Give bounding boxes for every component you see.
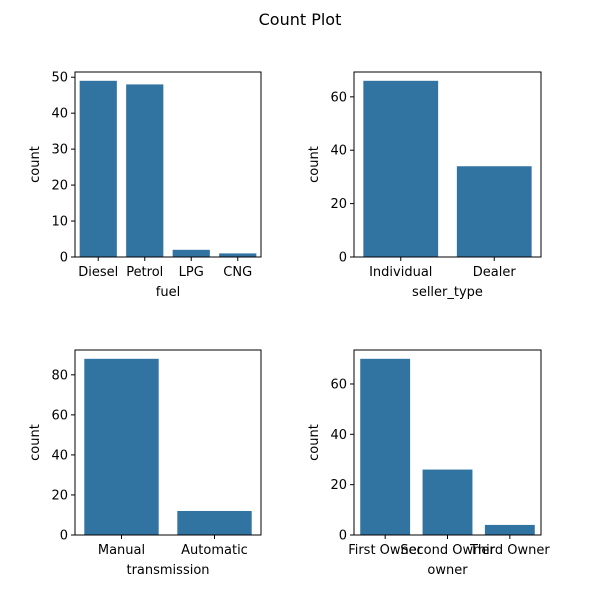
x-tick-label: CNG	[223, 265, 252, 280]
y-tick-label: 40	[330, 144, 347, 159]
x-tick-label: Dealer	[473, 265, 517, 280]
x-tick-label: Third Owner	[469, 543, 550, 558]
bar-dealer	[456, 166, 532, 257]
y-tick-label: 60	[330, 377, 347, 392]
x-tick-label: Diesel	[78, 265, 118, 280]
subplot-3: Manual Automatic 0 20 40 60 80 transmission coun…	[28, 349, 262, 578]
y-tick-label: 20	[51, 179, 68, 194]
bar-cng	[219, 253, 257, 257]
y-tick-label: 40	[330, 428, 347, 443]
y-tick-label: 60	[51, 408, 68, 423]
y-tick-label: 20	[51, 488, 68, 503]
x-tick-label: Petrol	[126, 265, 163, 280]
y-tick-label: 0	[60, 251, 68, 266]
y-tick-label: 20	[330, 197, 347, 212]
y-tick-label: 50	[51, 71, 68, 86]
y-axis-label: count	[28, 146, 43, 183]
x-axis-label: seller_type	[412, 285, 483, 300]
y-axis-label: count	[307, 146, 322, 183]
y-axis-label: count	[28, 424, 43, 461]
x-tick-label: First Owner	[348, 543, 423, 558]
x-axis-label: fuel	[156, 285, 180, 300]
x-tick-label: Second Owner	[400, 543, 495, 558]
x-tick-label: Automatic	[181, 543, 248, 558]
y-tick-label: 0	[60, 529, 68, 544]
bar-third-owner	[484, 524, 535, 535]
figure-title: Count Plot	[258, 10, 342, 29]
bar-second-owner	[422, 469, 473, 535]
x-tick-label: Individual	[369, 265, 432, 280]
bar-petrol	[126, 84, 164, 257]
bar-lpg	[172, 249, 210, 257]
axes-frame	[353, 349, 542, 536]
y-axis-label: count	[307, 424, 322, 461]
bar-manual	[84, 358, 159, 535]
y-tick-label: 0	[339, 251, 347, 266]
y-tick-label: 40	[51, 107, 68, 122]
y-tick-label: 20	[330, 478, 347, 493]
axes-frame	[74, 71, 262, 258]
bar-diesel	[79, 80, 117, 257]
y-tick-label: 10	[51, 215, 68, 230]
bar-individual	[363, 80, 439, 257]
x-axis-label: transmission	[126, 563, 209, 578]
subplot-2: Individual Dealer 0 20 40 60 seller_type count	[307, 71, 542, 300]
bar-first-owner	[360, 358, 411, 535]
axes-frame	[74, 349, 262, 536]
y-tick-label: 60	[330, 90, 347, 105]
y-tick-label: 30	[51, 143, 68, 158]
axes-frame	[353, 71, 542, 258]
subplot-1: Diesel Petrol LPG CNG 0 10 20 30 40 50 fuel count	[28, 71, 262, 300]
x-tick-label: LPG	[179, 265, 204, 280]
y-tick-label: 0	[339, 529, 347, 544]
x-axis-label: owner	[427, 563, 468, 578]
y-tick-label: 80	[51, 368, 68, 383]
bar-automatic	[177, 510, 252, 535]
y-tick-label: 40	[51, 448, 68, 463]
x-tick-label: Manual	[98, 543, 145, 558]
